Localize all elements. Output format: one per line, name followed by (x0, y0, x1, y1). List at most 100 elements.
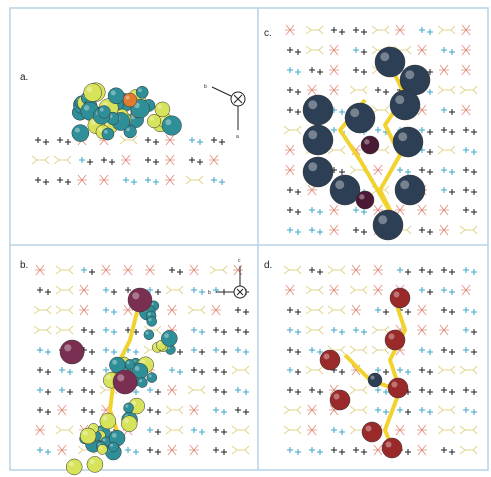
atom (102, 128, 114, 140)
sphere (345, 103, 375, 133)
sphere (320, 350, 340, 370)
highlight (148, 318, 151, 321)
highlight (125, 405, 128, 408)
highlight (87, 87, 92, 92)
sphere (303, 95, 333, 125)
panel-label: b. (20, 260, 28, 271)
highlight (394, 292, 400, 298)
highlight (395, 95, 404, 104)
highlight (350, 108, 359, 117)
atom (97, 444, 107, 454)
highlight (364, 139, 369, 144)
highlight (150, 117, 154, 121)
highlight (370, 375, 374, 379)
sphere (330, 390, 350, 410)
highlight (135, 366, 140, 371)
highlight (148, 313, 151, 316)
highlight (127, 361, 130, 364)
atom (87, 456, 103, 472)
highlight (103, 439, 106, 442)
axis-label: b (208, 290, 211, 296)
highlight (308, 130, 317, 139)
sphere (303, 125, 333, 155)
atom (108, 88, 124, 104)
atom (136, 86, 148, 98)
atom (72, 125, 89, 142)
panel-label: c. (264, 28, 272, 39)
panel-label: a. (20, 72, 28, 83)
atom (66, 459, 82, 475)
highlight (308, 162, 317, 171)
highlight (117, 374, 124, 381)
sphere (60, 340, 84, 364)
highlight (106, 375, 111, 380)
highlight (125, 95, 129, 99)
highlight (104, 130, 108, 134)
atom (121, 416, 137, 432)
highlight (99, 446, 102, 449)
atom (80, 428, 96, 444)
axis-label: b (204, 84, 207, 90)
sphere (303, 157, 333, 187)
atom (125, 359, 135, 369)
highlight (138, 88, 142, 92)
highlight (98, 127, 102, 131)
atom (144, 330, 154, 340)
sphere (361, 136, 379, 154)
highlight (139, 379, 142, 382)
highlight (380, 52, 389, 61)
highlight (112, 360, 117, 365)
atom (147, 316, 157, 326)
figure: a. c. b. d. b a c b (0, 0, 491, 477)
sphere (385, 330, 405, 350)
highlight (100, 108, 104, 112)
highlight (83, 431, 88, 436)
highlight (392, 382, 398, 388)
highlight (110, 444, 113, 447)
highlight (165, 119, 171, 125)
atom (137, 378, 147, 388)
sphere (388, 378, 408, 398)
atom (108, 442, 118, 452)
highlight (69, 462, 74, 467)
sphere (368, 373, 382, 387)
highlight (75, 128, 80, 133)
atom (155, 102, 170, 117)
highlight (405, 70, 414, 79)
highlight (158, 104, 163, 109)
highlight (334, 394, 340, 400)
sphere (373, 210, 403, 240)
highlight (64, 344, 71, 351)
atom (98, 106, 111, 119)
atom (161, 330, 177, 346)
highlight (398, 132, 407, 141)
panel-label: d. (264, 260, 272, 271)
atom (123, 93, 137, 107)
highlight (366, 426, 372, 432)
highlight (378, 215, 387, 224)
sphere (128, 288, 152, 312)
highlight (90, 459, 95, 464)
atom (84, 84, 102, 102)
highlight (308, 100, 317, 109)
highlight (132, 292, 139, 299)
atom (162, 116, 181, 135)
atom (124, 403, 134, 413)
sphere (390, 288, 410, 308)
highlight (124, 418, 129, 423)
sphere (382, 438, 402, 458)
highlight (90, 425, 93, 428)
atom (147, 114, 161, 128)
highlight (158, 342, 161, 345)
highlight (111, 91, 116, 96)
sphere (362, 422, 382, 442)
highlight (359, 194, 364, 199)
axis-label: a (236, 134, 239, 140)
highlight (386, 442, 392, 448)
highlight (149, 374, 152, 377)
highlight (400, 180, 409, 189)
highlight (103, 416, 108, 421)
sphere (330, 175, 360, 205)
sphere (393, 127, 423, 157)
highlight (146, 331, 149, 334)
